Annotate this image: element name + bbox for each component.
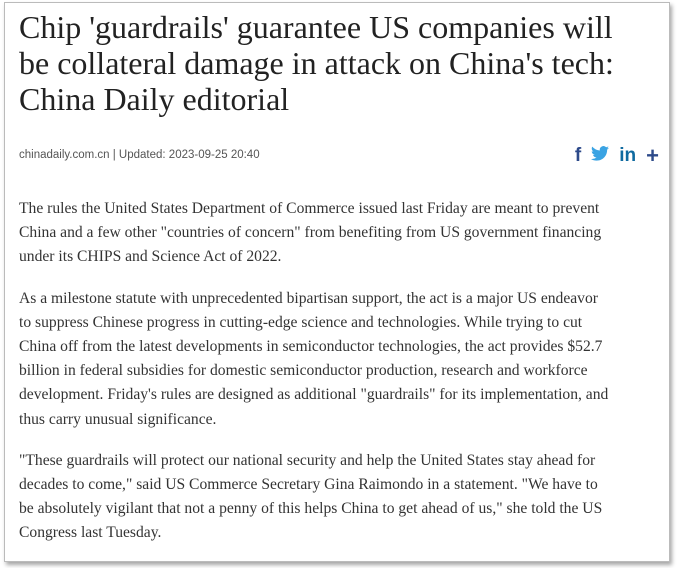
linkedin-icon[interactable]: in <box>619 145 637 166</box>
text-line: The rules the United States Department o… <box>19 200 600 217</box>
article-frame: Chip 'guardrails' guarantee US companies… <box>4 2 670 562</box>
article-body: The rules the United States Department o… <box>19 197 664 561</box>
paragraph: "These guardrails will protect our natio… <box>19 449 664 546</box>
text-line: billion in federal subsidies for domesti… <box>19 362 588 380</box>
text-line: be absolutely vigilant that not a penny … <box>19 500 603 518</box>
text-line: As a milestone statute with unprecedente… <box>19 289 598 307</box>
text-line: China and a few other "countries of conc… <box>19 224 602 242</box>
text-line: to suppress Chinese progress in cutting-… <box>19 313 583 331</box>
title-line: be collateral damage in attack on China'… <box>19 45 614 81</box>
text-line: decades to come," said US Commerce Secre… <box>19 476 598 494</box>
text-line: "These guardrails will protect our natio… <box>19 451 596 469</box>
article-meta: chinadaily.com.cn | Updated: 2023-09-25 … <box>19 149 260 161</box>
twitter-icon[interactable] <box>591 145 610 167</box>
text-line: thus carry unusual significance. <box>19 410 217 428</box>
share-bar: f in + <box>575 143 659 169</box>
title-line: Chip 'guardrails' guarantee US companies… <box>19 9 613 45</box>
text-line: Congress last Tuesday. <box>19 524 162 542</box>
text-line: China off from the latest developments i… <box>19 338 603 356</box>
text-line: development. Friday's rules are designed… <box>19 386 609 404</box>
more-share-icon[interactable]: + <box>646 143 659 168</box>
facebook-icon[interactable]: f <box>574 145 582 166</box>
title-line: China Daily editorial <box>19 81 290 117</box>
text-line: under its CHIPS and Science Act of 2022. <box>19 248 282 266</box>
paragraph: As a milestone statute with unprecedente… <box>19 287 664 432</box>
paragraph: The rules the United States Department o… <box>19 197 664 270</box>
article-title: Chip 'guardrails' guarantee US companies… <box>19 9 669 117</box>
